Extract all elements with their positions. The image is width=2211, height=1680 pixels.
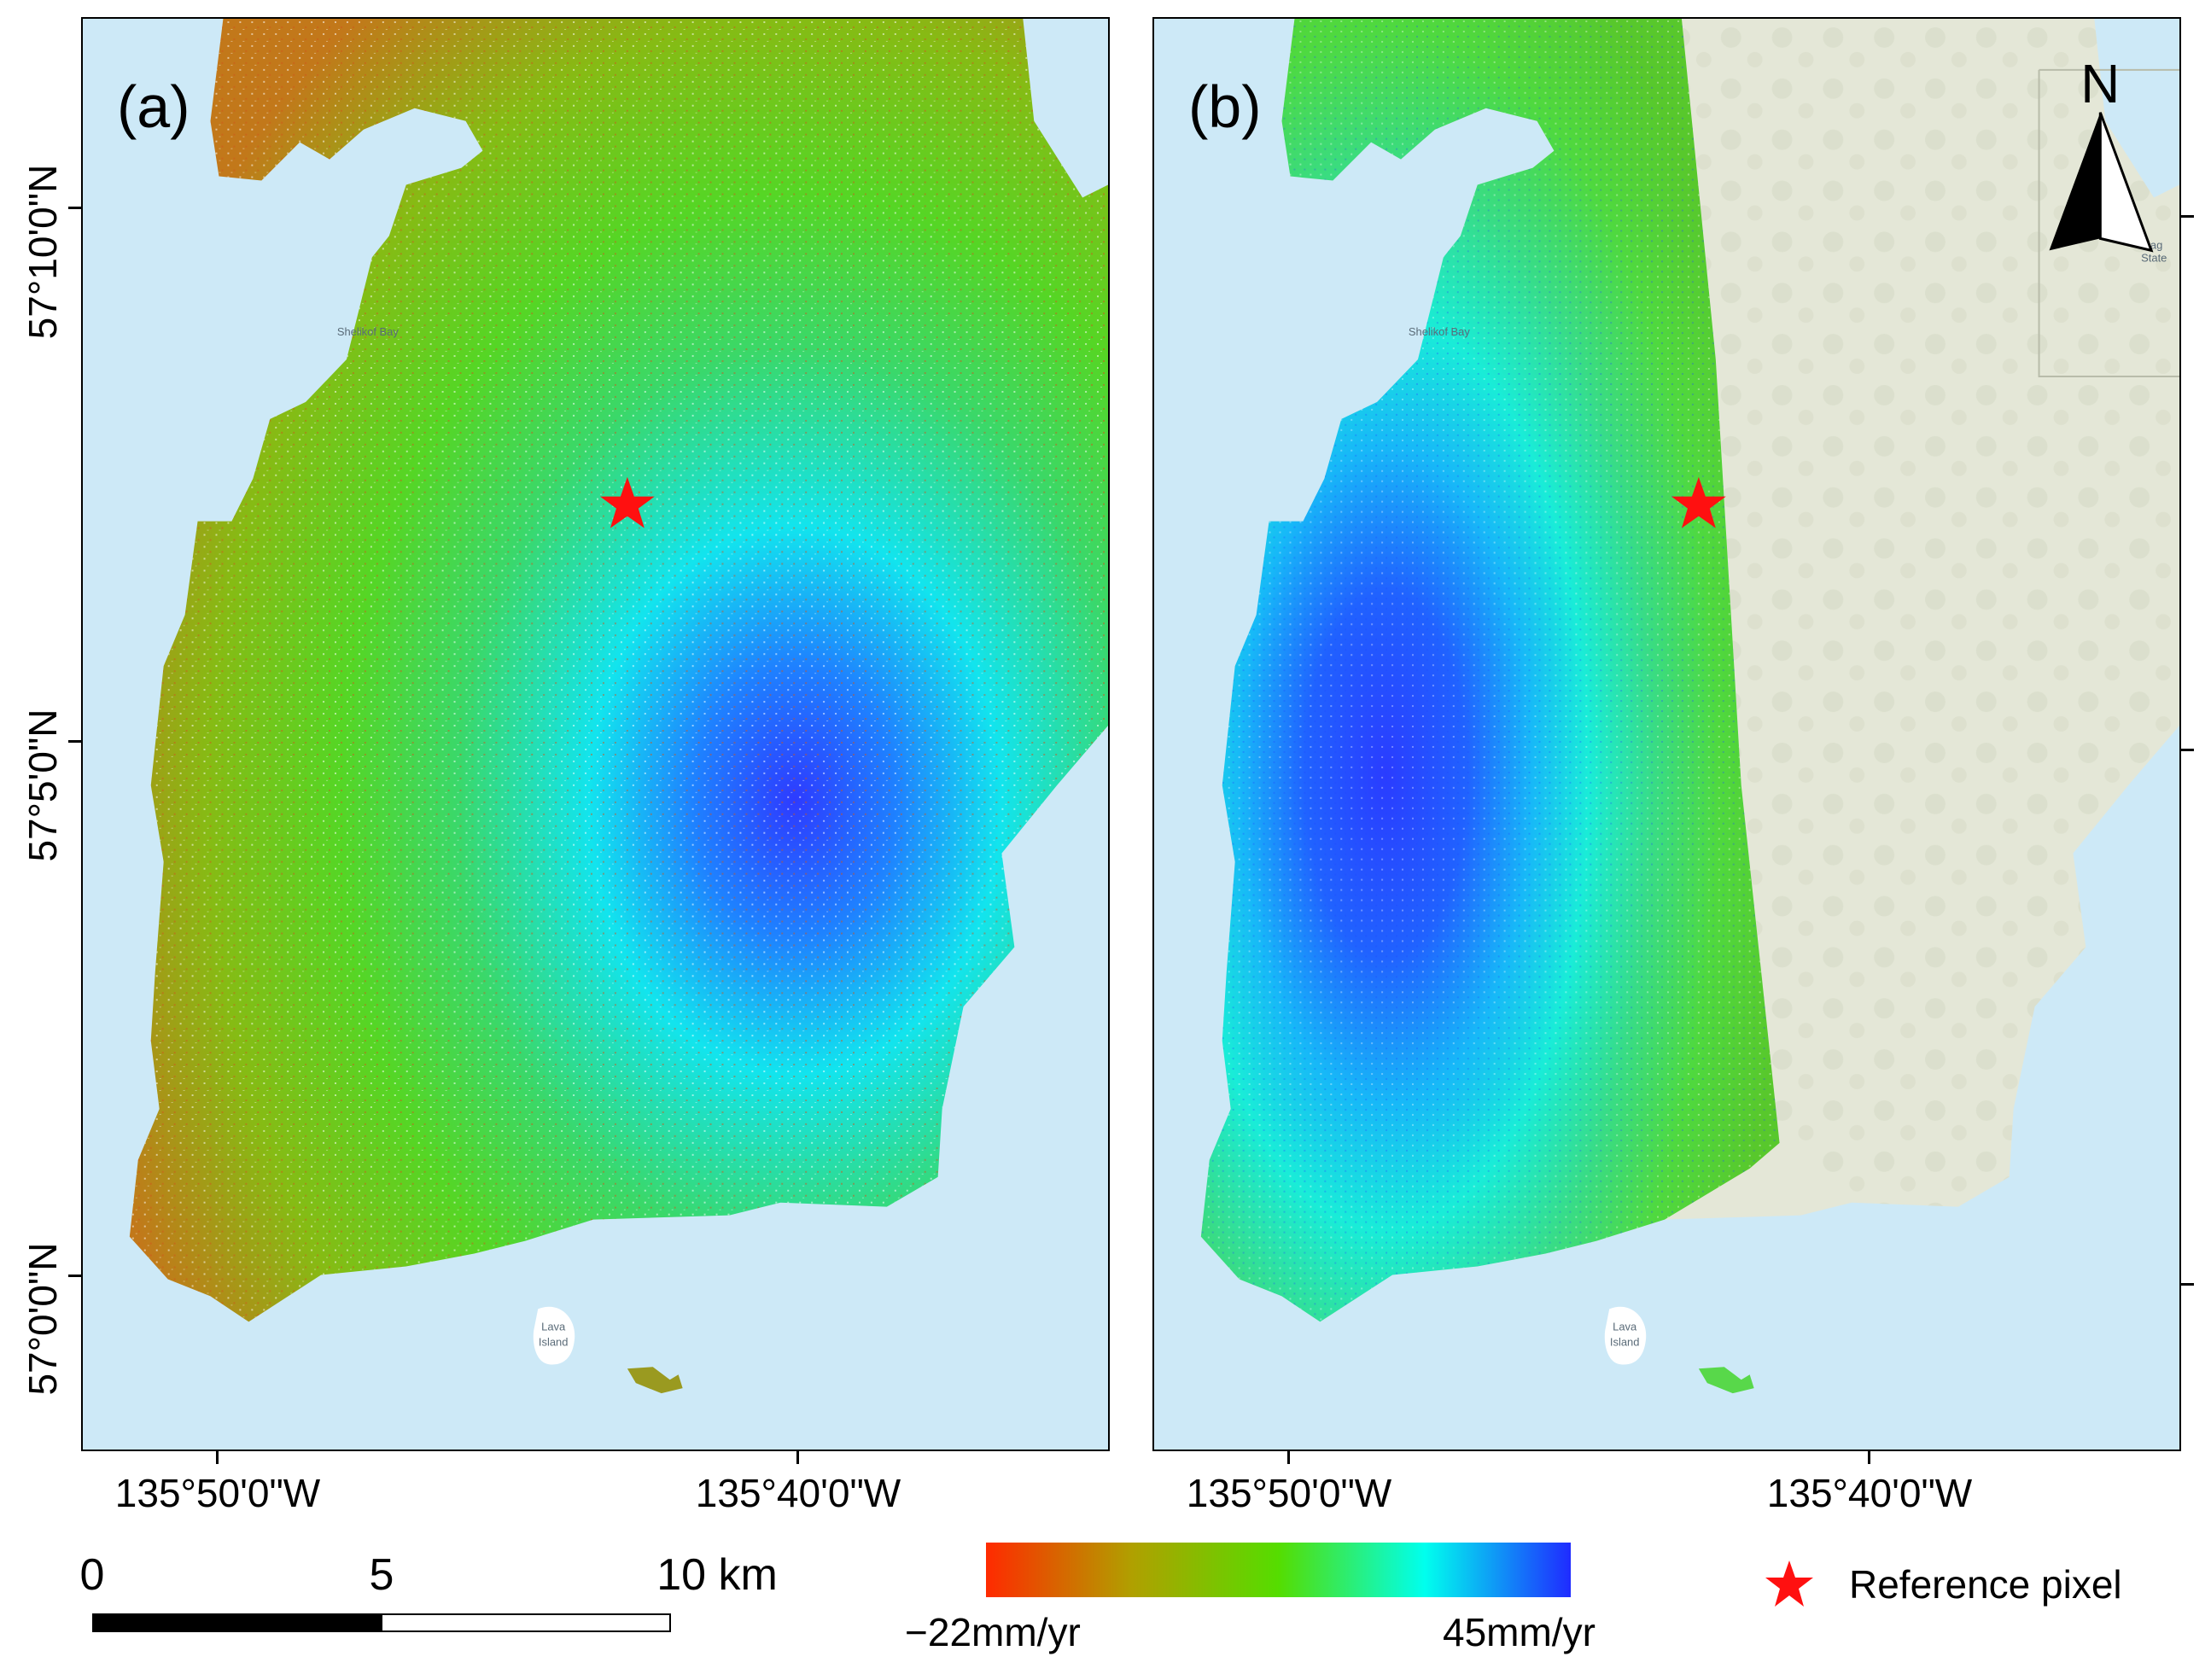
lon-label-a-135-40: 135°40'0"W bbox=[695, 1471, 901, 1515]
island-name: Lava bbox=[1613, 1320, 1637, 1333]
deformation-noise bbox=[1200, 19, 1780, 1322]
scale-label-10km: 10 km bbox=[656, 1550, 778, 1600]
reference-star bbox=[599, 476, 655, 528]
map-b-canvas: Lava Island Shelikof Bay Mag State N bbox=[1154, 19, 2179, 1450]
lon-tick bbox=[1287, 1451, 1290, 1464]
island-name: Lava bbox=[541, 1320, 566, 1333]
corner-place-name-line2: State bbox=[2141, 251, 2167, 264]
reference-label: Reference pixel bbox=[1849, 1562, 2122, 1607]
lon-tick bbox=[796, 1451, 799, 1464]
reference-legend: Reference pixel bbox=[1764, 1559, 2122, 1610]
deformation-noise bbox=[129, 19, 1108, 1322]
colorbar-max-label: 45mm/yr bbox=[1443, 1610, 1596, 1654]
map-panel-b: Lava Island Shelikof Bay Mag State N (b) bbox=[1152, 17, 2181, 1451]
colorbar bbox=[986, 1543, 1571, 1597]
map-panel-a: Lava Island Shelikof Bay (a) bbox=[81, 17, 1110, 1451]
lat-label-57-10: 57°10'0"N bbox=[20, 164, 65, 340]
island-name-line2: Island bbox=[539, 1335, 569, 1348]
lava-island bbox=[533, 1306, 575, 1365]
inset-frame bbox=[2038, 68, 2179, 377]
scale-bar-filled bbox=[92, 1613, 382, 1632]
lat-tick bbox=[2181, 749, 2194, 751]
terrain-shading bbox=[1681, 19, 2179, 1207]
lat-label-57-5: 57°5'0"N bbox=[20, 709, 65, 862]
lat-tick bbox=[68, 1275, 81, 1277]
panel-label-a: (a) bbox=[117, 73, 190, 140]
lat-tick bbox=[68, 207, 81, 209]
lon-label-b-135-50: 135°50'0"W bbox=[1186, 1471, 1392, 1515]
colorbar-min-label: −22mm/yr bbox=[905, 1610, 1081, 1654]
island-name-line2: Island bbox=[1610, 1335, 1640, 1348]
islet bbox=[1698, 1367, 1754, 1394]
reference-star bbox=[1671, 476, 1726, 528]
north-arrow-label: N bbox=[2080, 53, 2120, 114]
lon-tick bbox=[1868, 1451, 1870, 1464]
bay-name: Shelikof Bay bbox=[1409, 325, 1470, 338]
islet bbox=[627, 1367, 683, 1394]
lat-tick bbox=[2181, 1283, 2194, 1286]
lon-tick bbox=[216, 1451, 219, 1464]
bay-name: Shelikof Bay bbox=[337, 325, 399, 338]
lon-label-b-135-40: 135°40'0"W bbox=[1766, 1471, 1973, 1515]
scale-label-0: 0 bbox=[79, 1550, 105, 1600]
lat-tick bbox=[68, 740, 81, 743]
lon-label-a-135-50: 135°50'0"W bbox=[114, 1471, 321, 1515]
scale-label-5: 5 bbox=[369, 1550, 394, 1600]
panel-label-b: (b) bbox=[1188, 73, 1262, 140]
lat-tick bbox=[2181, 215, 2194, 218]
star-icon bbox=[1765, 1560, 1813, 1607]
map-a-canvas: Lava Island Shelikof Bay bbox=[83, 19, 1108, 1450]
north-arrow-icon: N bbox=[2049, 53, 2154, 253]
lava-island bbox=[1604, 1306, 1647, 1365]
scale-bar-empty bbox=[381, 1613, 671, 1632]
lat-label-57-0: 57°0'0"N bbox=[20, 1242, 65, 1396]
